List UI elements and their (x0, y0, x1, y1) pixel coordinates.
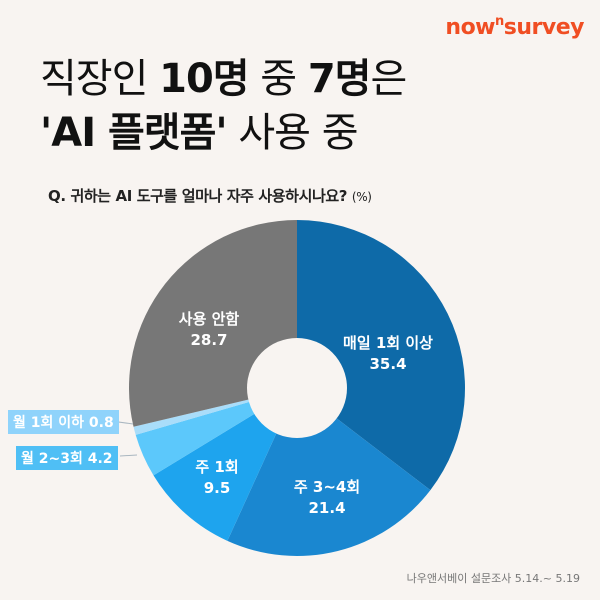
donut-hole (247, 338, 347, 438)
title-text: 중 (248, 56, 308, 102)
title-text: 은 (370, 56, 407, 102)
label-name: 주 1회 (195, 458, 239, 476)
label-value: 35.4 (369, 355, 407, 373)
label-value: 9.5 (203, 479, 231, 497)
ext-label-m1: 월 1회 이하 0.8 (8, 410, 119, 434)
slice-label-w34: 주 3~4회 21.4 (294, 477, 360, 519)
title-emphasis: 'AI 플랫폼' (40, 110, 228, 156)
label-name: 사용 안함 (178, 310, 240, 328)
title-emphasis: 7명 (307, 56, 372, 102)
title-line-1: 직장인 10명 중 7명은 (40, 52, 407, 106)
title-emphasis: 10명 (159, 56, 249, 102)
ext-label-m23: 월 2~3회 4.2 (16, 446, 118, 470)
label-name: 주 3~4회 (293, 478, 361, 496)
slice-label-w1: 주 1회 9.5 (195, 457, 238, 499)
donut-slice (297, 220, 465, 491)
question-text: Q. 귀하는 AI 도구를 얼마나 자주 사용하시나요? (48, 187, 348, 205)
slice-label-none: 사용 안함 28.7 (179, 309, 239, 351)
logo-text-survey: survey (503, 15, 585, 40)
label-value: 28.7 (190, 331, 228, 349)
brand-logo: nownsurvey (445, 14, 584, 40)
question-unit: (%) (351, 190, 372, 204)
source-note: 나우앤서베이 설문조사 5.14.~ 5.19 (406, 572, 580, 585)
slice-label-daily: 매일 1회 이상 35.4 (343, 333, 433, 375)
title-text: 직장인 (40, 56, 160, 102)
title-text: 사용 중 (226, 110, 358, 156)
title-line-2: 'AI 플랫폼' 사용 중 (40, 106, 406, 160)
donut-slice (153, 388, 297, 541)
logo-text-n: n (495, 14, 504, 29)
page-title: 직장인 10명 중 7명은 'AI 플랫폼' 사용 중 (40, 52, 407, 160)
label-name: 매일 1회 이상 (343, 334, 433, 352)
leader-line-m23 (119, 454, 138, 457)
survey-question: Q. 귀하는 AI 도구를 얼마나 자주 사용하시나요? (%) (48, 185, 372, 206)
logo-text-now: now (445, 15, 496, 40)
label-value: 21.4 (308, 499, 346, 517)
